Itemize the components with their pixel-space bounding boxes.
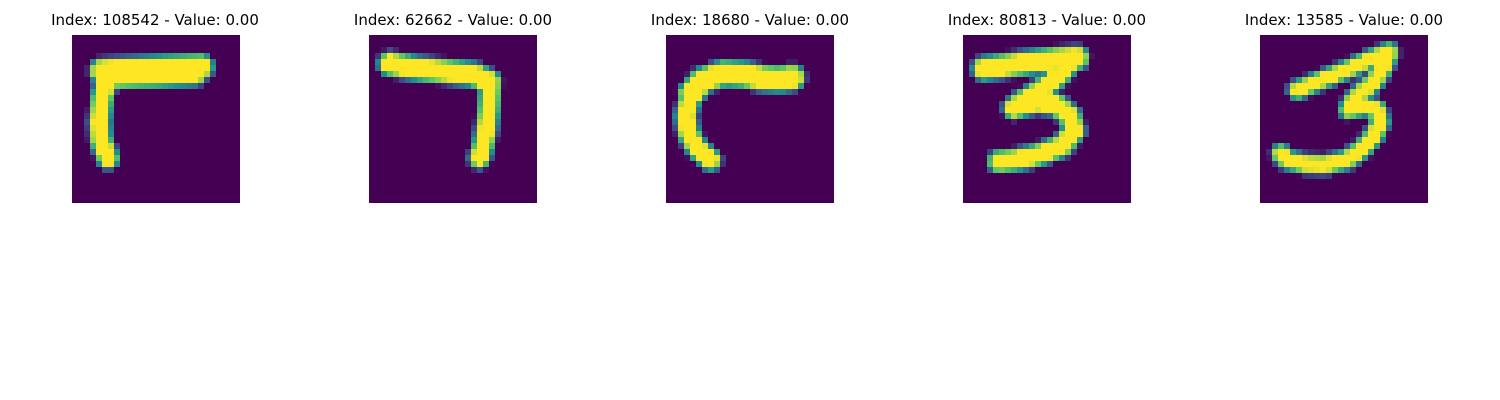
panel-title: Index: 18680 - Value: 0.00 [650,11,850,29]
panel-title: Index: 13585 - Value: 0.00 [1244,11,1444,29]
panel-title: Index: 108542 - Value: 0.00 [51,11,259,29]
panel-title: Index: 62662 - Value: 0.00 [353,11,553,29]
digit-image [963,35,1131,203]
digit-image [369,35,537,203]
digit-image [666,35,834,203]
digit-image [1260,35,1428,203]
panel-title: Index: 80813 - Value: 0.00 [947,11,1147,29]
digit-image [72,35,240,203]
